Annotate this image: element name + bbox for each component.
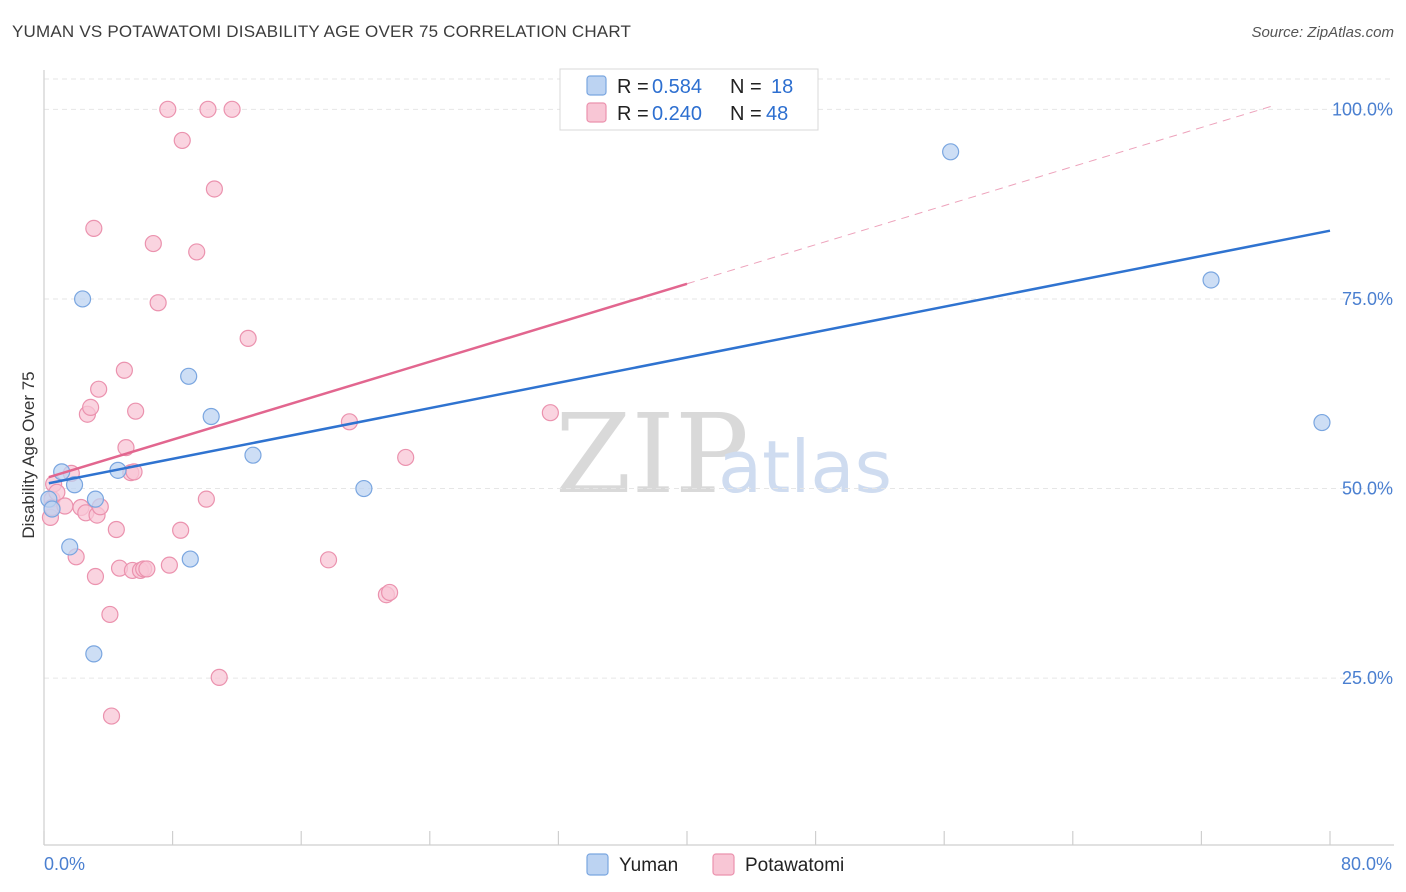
watermark-atlas: atlas	[718, 425, 892, 509]
data-point	[355, 479, 373, 498]
data-point	[205, 180, 223, 198]
data-point	[159, 100, 177, 118]
data-point	[319, 551, 338, 569]
legend: R = 0.584 N = 18 R = 0.240 N = 48	[559, 68, 819, 131]
legend-n-value-yuman: 18	[771, 76, 793, 98]
data-point	[1313, 413, 1331, 432]
data-point	[188, 243, 206, 261]
data-point	[144, 234, 162, 253]
data-point	[138, 560, 156, 578]
data-point	[73, 290, 92, 308]
data-point	[85, 645, 103, 663]
potawatomi-trendline	[48, 282, 688, 479]
data-point	[397, 448, 415, 467]
legend-swatch-yuman	[586, 75, 607, 96]
gridlines	[44, 78, 1394, 679]
data-point	[942, 143, 960, 161]
data-point	[115, 361, 133, 379]
data-point	[65, 476, 84, 494]
data-point	[199, 100, 217, 118]
data-point	[181, 550, 199, 568]
data-point	[173, 131, 191, 150]
data-point	[541, 404, 559, 422]
x-ticks	[43, 831, 1331, 845]
data-point	[127, 402, 145, 420]
data-point	[85, 219, 103, 238]
legend-r-value-potawatomi: 0.240	[652, 103, 702, 125]
data-point	[107, 520, 125, 539]
data-point	[86, 567, 105, 586]
chart-title: YUMAN VS POTAWATOMI DISABILITY AGE OVER …	[12, 22, 632, 41]
legend-r-value-yuman: 0.584	[652, 76, 702, 98]
legend-n-value-potawatomi: 48	[766, 103, 788, 125]
data-point	[43, 500, 61, 518]
data-point	[197, 490, 215, 508]
y-tick-label: 50.0%	[1342, 479, 1393, 499]
data-point	[160, 556, 178, 574]
trendlines	[48, 105, 1331, 485]
legend-n-label-potawatomi: N =	[730, 103, 762, 125]
data-point	[90, 380, 108, 398]
bottom-legend: Yuman Potawatomi	[586, 853, 844, 876]
data-point	[82, 398, 100, 416]
y-tick-label: 25.0%	[1342, 668, 1393, 688]
data-point	[210, 668, 228, 686]
yuman-trendline	[48, 229, 1331, 485]
yuman-points	[40, 100, 1331, 663]
legend-swatch-potawatomi	[586, 102, 607, 123]
x-tick-label-max: 80.0%	[1341, 854, 1392, 874]
data-point	[149, 294, 167, 312]
data-point	[244, 446, 262, 464]
bottom-legend-swatch-potawatomi	[712, 853, 735, 876]
bottom-legend-potawatomi: Potawatomi	[745, 855, 844, 876]
legend-r-label-potawatomi: R =	[617, 103, 649, 125]
legend-n-label-yuman: N =	[730, 76, 762, 98]
potawatomi-trendline-extension	[686, 105, 1274, 285]
potawatomi-points	[41, 100, 559, 725]
y-axis-title: Disability Age Over 75	[19, 371, 38, 538]
data-point	[172, 521, 190, 539]
data-point	[102, 707, 121, 725]
data-point	[101, 605, 119, 624]
data-point	[86, 490, 105, 508]
y-tick-labels: 25.0% 50.0% 75.0% 100.0%	[1332, 99, 1393, 688]
y-tick-label: 100.0%	[1332, 99, 1393, 119]
watermark-zip: ZIP	[555, 390, 749, 518]
data-point	[61, 538, 79, 556]
data-point	[381, 583, 399, 602]
data-point	[239, 329, 257, 347]
data-point	[180, 367, 198, 385]
legend-r-label-yuman: R =	[617, 76, 649, 98]
x-tick-label-min: 0.0%	[44, 854, 85, 874]
bottom-legend-swatch-yuman	[586, 853, 609, 876]
bottom-legend-yuman: Yuman	[619, 855, 678, 876]
data-point	[202, 407, 220, 426]
data-point	[223, 100, 241, 118]
data-point	[1202, 271, 1220, 289]
y-tick-label: 75.0%	[1342, 289, 1393, 309]
source-label: Source: ZipAtlas.com	[1251, 24, 1394, 41]
